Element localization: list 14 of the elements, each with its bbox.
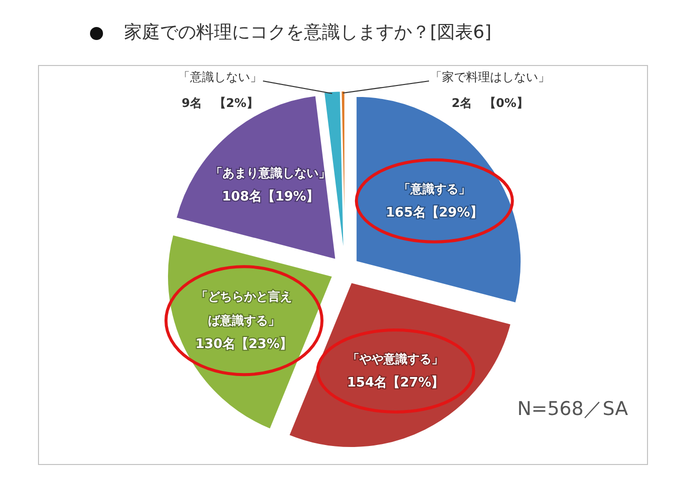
slice-label: 「あまり意識しない」 (210, 166, 331, 180)
chart-title: 家庭での料理にコクを意識しますか？[図表6] (124, 21, 492, 45)
slice-label: 「意識する」 (398, 182, 470, 196)
text: N=568／SA (517, 397, 628, 422)
slice-label: 「どちらかと言えば意識する」 (196, 290, 292, 328)
data-label: 9名 【2%】 (182, 96, 258, 110)
slice-label: 「意識しない」 (178, 70, 262, 84)
slice-label: 「家で料理はしない」 (430, 70, 550, 84)
slice-label: 「やや意識する」 (348, 352, 444, 366)
data-label: 2名 【0%】 (452, 96, 528, 110)
data-label: 165名【29%】 (386, 204, 484, 220)
data-label: 154名【27%】 (347, 374, 444, 391)
data-label: 130名【23%】 (195, 336, 293, 352)
data-label: 108名【19%】 (222, 188, 320, 204)
